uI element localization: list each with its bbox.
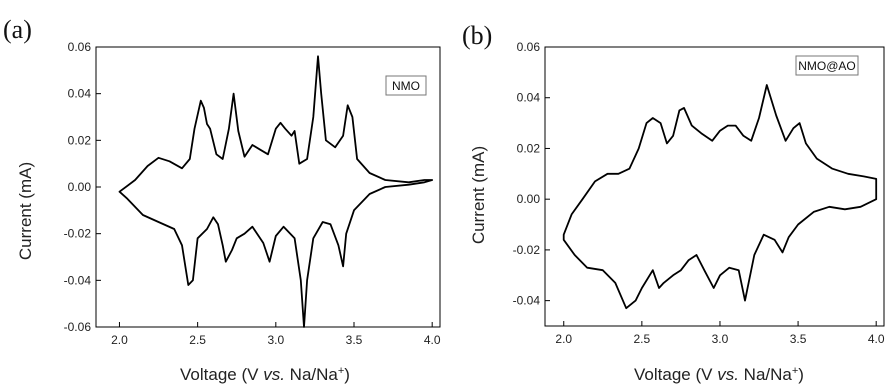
panel-b: (b) -0.04 -0.02 0.00 0.02 0.04 0.06 2.0 2.5 3.0… — [462, 21, 885, 384]
panel-b-x-tick-label: 3.5 — [790, 332, 807, 346]
panel-a-label: (a) — [3, 15, 32, 44]
panel-b-y-tick-label: -0.04 — [513, 294, 541, 308]
panel-a-legend-box — [385, 75, 427, 96]
panel-b-label: (b) — [462, 21, 492, 50]
panel-b-x-tick-label: 3.0 — [712, 332, 729, 346]
panel-b-y-tick-label: 0.00 — [517, 192, 541, 206]
panel-b-y-tick-label: 0.02 — [517, 141, 541, 155]
panel-b-legend-box — [795, 55, 859, 76]
panel-a-y-tick-label: 0.02 — [68, 133, 92, 147]
panel-a-y-tick-label: -0.04 — [64, 273, 92, 287]
panel-a-y-tick-label: -0.06 — [64, 320, 92, 334]
panel-b-y-tick-label: 0.06 — [517, 40, 541, 54]
panel-a-x-tick-label: 4.0 — [424, 333, 441, 347]
panel-a-y-tick-label: 0.00 — [68, 180, 92, 194]
panel-b-x-tick-label: 2.5 — [634, 332, 651, 346]
panel-a-y-ticks: -0.06 -0.04 -0.02 0.00 0.02 0.04 0.06 — [64, 40, 101, 334]
panel-b-legend-text: NMO@AO — [798, 59, 856, 73]
panel-a-x-axis-label: Voltage (V vs. Na/Na+) — [180, 365, 350, 384]
panel-a-plot-frame — [95, 46, 441, 328]
panel-a-x-tick-label: 2.0 — [111, 333, 128, 347]
panel-a-y-tick-label: 0.04 — [68, 87, 92, 101]
panel-a-x-tick-label: 2.5 — [189, 333, 206, 347]
panel-a-cv-curve — [118, 55, 434, 328]
panel-a-x-tick-label: 3.0 — [267, 333, 284, 347]
panel-b-y-tick-label: 0.04 — [517, 91, 541, 105]
panel-a-y-tick-label: -0.02 — [64, 227, 92, 241]
panel-a-y-tick-label: 0.06 — [68, 40, 92, 54]
panel-b-x-ticks: 2.0 2.5 3.0 3.5 4.0 — [555, 321, 885, 346]
panel-b-x-axis-label: Voltage (V vs. Na/Na+) — [634, 365, 804, 384]
panel-b-y-ticks: -0.04 -0.02 0.00 0.02 0.04 0.06 — [513, 40, 550, 308]
panel-a-x-tick-label: 3.5 — [346, 333, 363, 347]
panel-a: (a) -0.06-0.04-0.020.000.020.040.06 2.0 2… — [3, 15, 441, 384]
panel-b-x-tick-label: 2.0 — [555, 332, 572, 346]
panel-a-x-ticks: 2.0 2.5 3.0 3.5 4.0 — [111, 322, 441, 347]
panel-a-y-axis-label: Current (mA) — [16, 162, 35, 260]
panel-b-y-axis-label: Current (mA) — [469, 146, 488, 244]
panel-b-cv-curve — [562, 84, 878, 310]
panel-a-legend-text: NMO — [392, 79, 420, 93]
panel-b-x-tick-label: 4.0 — [868, 332, 885, 346]
panel-b-y-tick-label: -0.02 — [513, 243, 541, 257]
panel-b-plot-frame — [544, 46, 885, 327]
